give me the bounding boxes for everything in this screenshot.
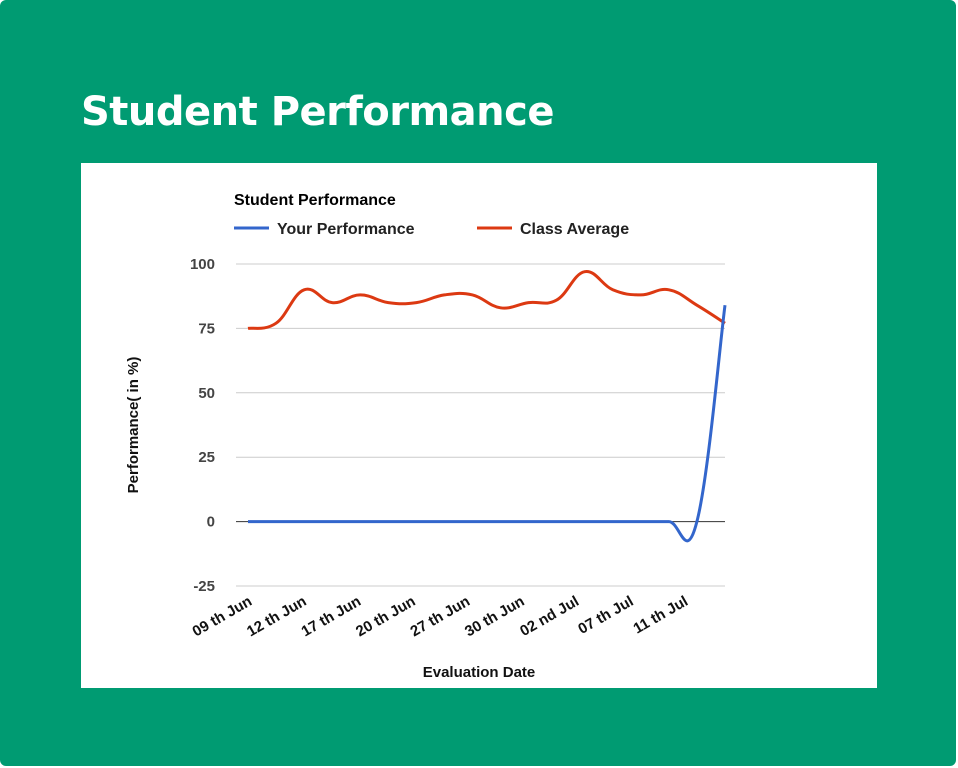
line-chart: Student Performance Your Performance Cla… — [125, 192, 727, 681]
y-tick-label: 0 — [207, 514, 215, 531]
series-lines — [247, 270, 727, 543]
x-tick-label: 20 th Jun — [353, 593, 419, 641]
x-tick-label: 30 th Jun — [462, 593, 528, 641]
x-tick-label: 07 th Jul — [575, 593, 636, 638]
y-tick-label: 25 — [198, 449, 215, 466]
series-line-your-performance — [248, 305, 727, 543]
y-axis-title: Performance( in %) — [125, 357, 142, 494]
x-tick-label: 09 th Jun — [189, 593, 255, 641]
y-axis-ticks: -25 0 25 50 75 100 — [190, 256, 215, 595]
x-tick-label: 02 nd Jul — [517, 593, 582, 640]
series-line-class-average — [247, 270, 726, 330]
chart-panel: Student Performance Your Performance Cla… — [81, 163, 877, 688]
chart-title: Student Performance — [234, 192, 396, 209]
legend: Your Performance Class Average — [234, 221, 629, 238]
legend-label-your-performance: Your Performance — [277, 221, 415, 238]
x-tick-label: 17 th Jun — [298, 593, 364, 641]
y-tick-label: 100 — [190, 256, 215, 273]
y-tick-label: -25 — [193, 578, 215, 595]
x-tick-label: 27 th Jun — [407, 593, 473, 641]
x-axis-title: Evaluation Date — [423, 664, 536, 681]
y-tick-label: 50 — [198, 385, 215, 402]
y-tick-label: 75 — [198, 320, 215, 337]
gridlines — [236, 263, 725, 587]
page-title: Student Performance — [81, 89, 554, 135]
x-tick-label: 12 th Jun — [244, 593, 310, 641]
legend-label-class-average: Class Average — [520, 221, 629, 238]
x-tick-label: 11 th Jul — [631, 593, 691, 638]
